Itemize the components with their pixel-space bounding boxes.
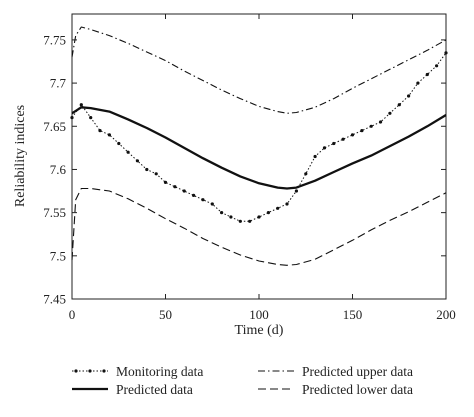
y-tick-label: 7.7 [50,76,67,91]
series-point-0 [360,129,364,133]
legend: Monitoring data Predicted data Predicted u… [72,364,413,397]
x-tick-label: 50 [159,307,172,322]
series-point-0 [266,211,270,215]
series-point-0 [163,180,168,184]
y-tick-label: 7.55 [43,205,66,220]
legend-marker [102,369,106,373]
series-point-0 [220,211,224,215]
series-line-3 [71,187,447,266]
series-point-0 [444,51,448,55]
series-point-0 [379,120,383,124]
legend-entry: Predicted data [116,382,193,397]
series-point-0 [416,81,420,85]
series-point-0 [98,129,102,133]
legend-marker [74,369,78,373]
y-tick-label: 7.6 [50,162,67,177]
series-line-2 [71,26,447,114]
series-point-0 [294,189,298,193]
x-tick-label: 150 [343,307,363,322]
ticks-layer: 0 50 100 150 200 7.45 7.5 7.55 7.6 7.65 7.7 7.75 [43,14,456,322]
series-line-0 [71,52,447,222]
series-point-0 [192,193,196,197]
series-point-0 [341,137,345,141]
series-point-0 [369,124,373,128]
series-point-0 [407,94,411,98]
series-point-0 [89,116,93,120]
y-tick-label: 7.45 [43,292,66,307]
legend-entry: Predicted lower data [302,382,413,397]
series-point-0 [313,154,317,159]
series-point-0 [322,146,327,150]
series-point-0 [332,141,336,146]
legend-marker [88,369,92,373]
series-point-0 [117,141,121,146]
series-point-0 [182,189,186,193]
series-point-0 [425,72,429,77]
series-point-0 [248,219,252,223]
series-point-0 [435,64,439,68]
legend-entry: Monitoring data [116,364,203,379]
series-point-0 [70,116,74,120]
series-point-0 [397,103,401,107]
x-axis-label: Time (d) [235,323,284,338]
series-point-0 [135,159,139,163]
series-point-0 [238,219,242,223]
series-point-0 [285,202,289,206]
series-point-0 [229,215,233,219]
series-point-0 [388,111,392,115]
y-axis-label: Reliability indices [13,105,28,207]
x-tick-label: 0 [69,307,76,322]
series-point-0 [173,185,177,189]
series-point-0 [210,202,214,206]
y-tick-label: 7.65 [43,119,66,134]
y-tick-label: 7.75 [43,32,66,47]
series-line-1 [71,106,447,190]
series-point-0 [79,103,83,107]
series-layer [70,26,448,266]
y-tick-label: 7.5 [50,248,66,263]
x-tick-label: 100 [249,307,269,322]
series-point-0 [304,172,308,176]
series-point-0 [145,167,149,172]
series-point-0 [107,133,111,137]
series-point-0 [350,133,355,137]
series-point-0 [201,198,205,202]
plot-frame [71,13,447,300]
series-point-0 [154,172,158,176]
x-tick-label: 200 [436,307,456,322]
series-point-0 [126,150,130,154]
legend-entry: Predicted upper data [302,364,413,379]
series-point-0 [276,206,280,210]
series-point-0 [257,215,261,219]
